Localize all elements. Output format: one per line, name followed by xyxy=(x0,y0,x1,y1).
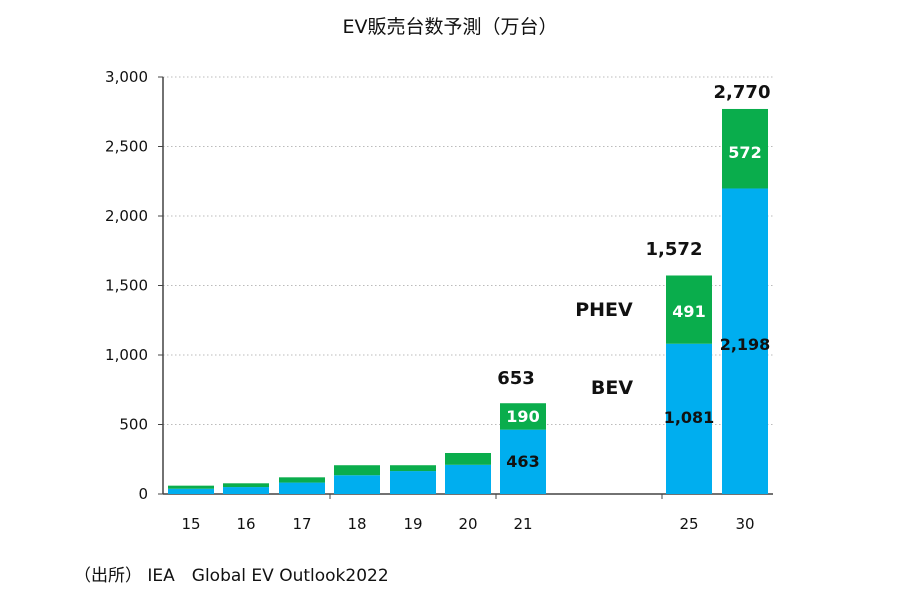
bar-phev-19 xyxy=(390,465,436,472)
data-label-bev: 1,081 xyxy=(664,408,715,427)
bar-phev-30 xyxy=(722,108,768,189)
bar-bev-21 xyxy=(500,429,546,494)
y-tick-label: 500 xyxy=(119,416,148,434)
x-tick-label: 20 xyxy=(458,515,477,533)
bar-bev-20 xyxy=(445,464,491,494)
chart-title: EV販売台数予測（万台） xyxy=(342,16,558,38)
data-label-bev: 2,198 xyxy=(720,335,771,354)
bar-bev-17 xyxy=(279,482,325,494)
x-tick-label: 17 xyxy=(292,515,311,533)
bar-phev-21 xyxy=(500,403,546,430)
data-label-phev: 572 xyxy=(728,143,761,162)
y-tick-label: 0 xyxy=(138,485,148,503)
bar-bev-18 xyxy=(334,475,380,494)
y-tick-label: 1,000 xyxy=(105,346,148,364)
source-note: （出所） IEA Global EV Outlook2022 xyxy=(74,566,389,586)
x-tick-label: 18 xyxy=(347,515,366,533)
bar-phev-15 xyxy=(168,485,214,489)
y-tick-label: 2,000 xyxy=(105,207,148,225)
bar-phev-17 xyxy=(279,477,325,483)
x-tick-label: 19 xyxy=(403,515,422,533)
bar-bev-30 xyxy=(722,188,768,494)
bar-phev-25 xyxy=(666,275,712,344)
bar-bev-15 xyxy=(168,488,214,494)
data-label-bev: 463 xyxy=(506,452,539,471)
x-tick-label: 15 xyxy=(181,515,200,533)
y-tick-label: 2,500 xyxy=(105,138,148,156)
bar-bev-19 xyxy=(390,471,436,494)
legend-label-bev: BEV xyxy=(591,377,633,399)
bar-bev-25 xyxy=(666,343,712,494)
bar-phev-16 xyxy=(223,483,269,488)
bar-phev-20 xyxy=(445,452,491,465)
data-label-total: 653 xyxy=(497,368,535,389)
y-tick-label: 1,500 xyxy=(105,277,148,295)
data-label-phev: 190 xyxy=(506,407,539,426)
data-label-total: 2,770 xyxy=(714,82,771,103)
bar-bev-16 xyxy=(223,487,269,494)
legend-label-phev: PHEV xyxy=(575,299,633,321)
bar-phev-18 xyxy=(334,465,380,476)
x-tick-label: 25 xyxy=(679,515,698,533)
y-tick-label: 3,000 xyxy=(105,68,148,86)
x-tick-label: 21 xyxy=(513,515,532,533)
x-tick-label: 16 xyxy=(236,515,255,533)
x-tick-label: 30 xyxy=(735,515,754,533)
data-label-phev: 491 xyxy=(672,302,705,321)
data-label-total: 1,572 xyxy=(646,239,703,260)
